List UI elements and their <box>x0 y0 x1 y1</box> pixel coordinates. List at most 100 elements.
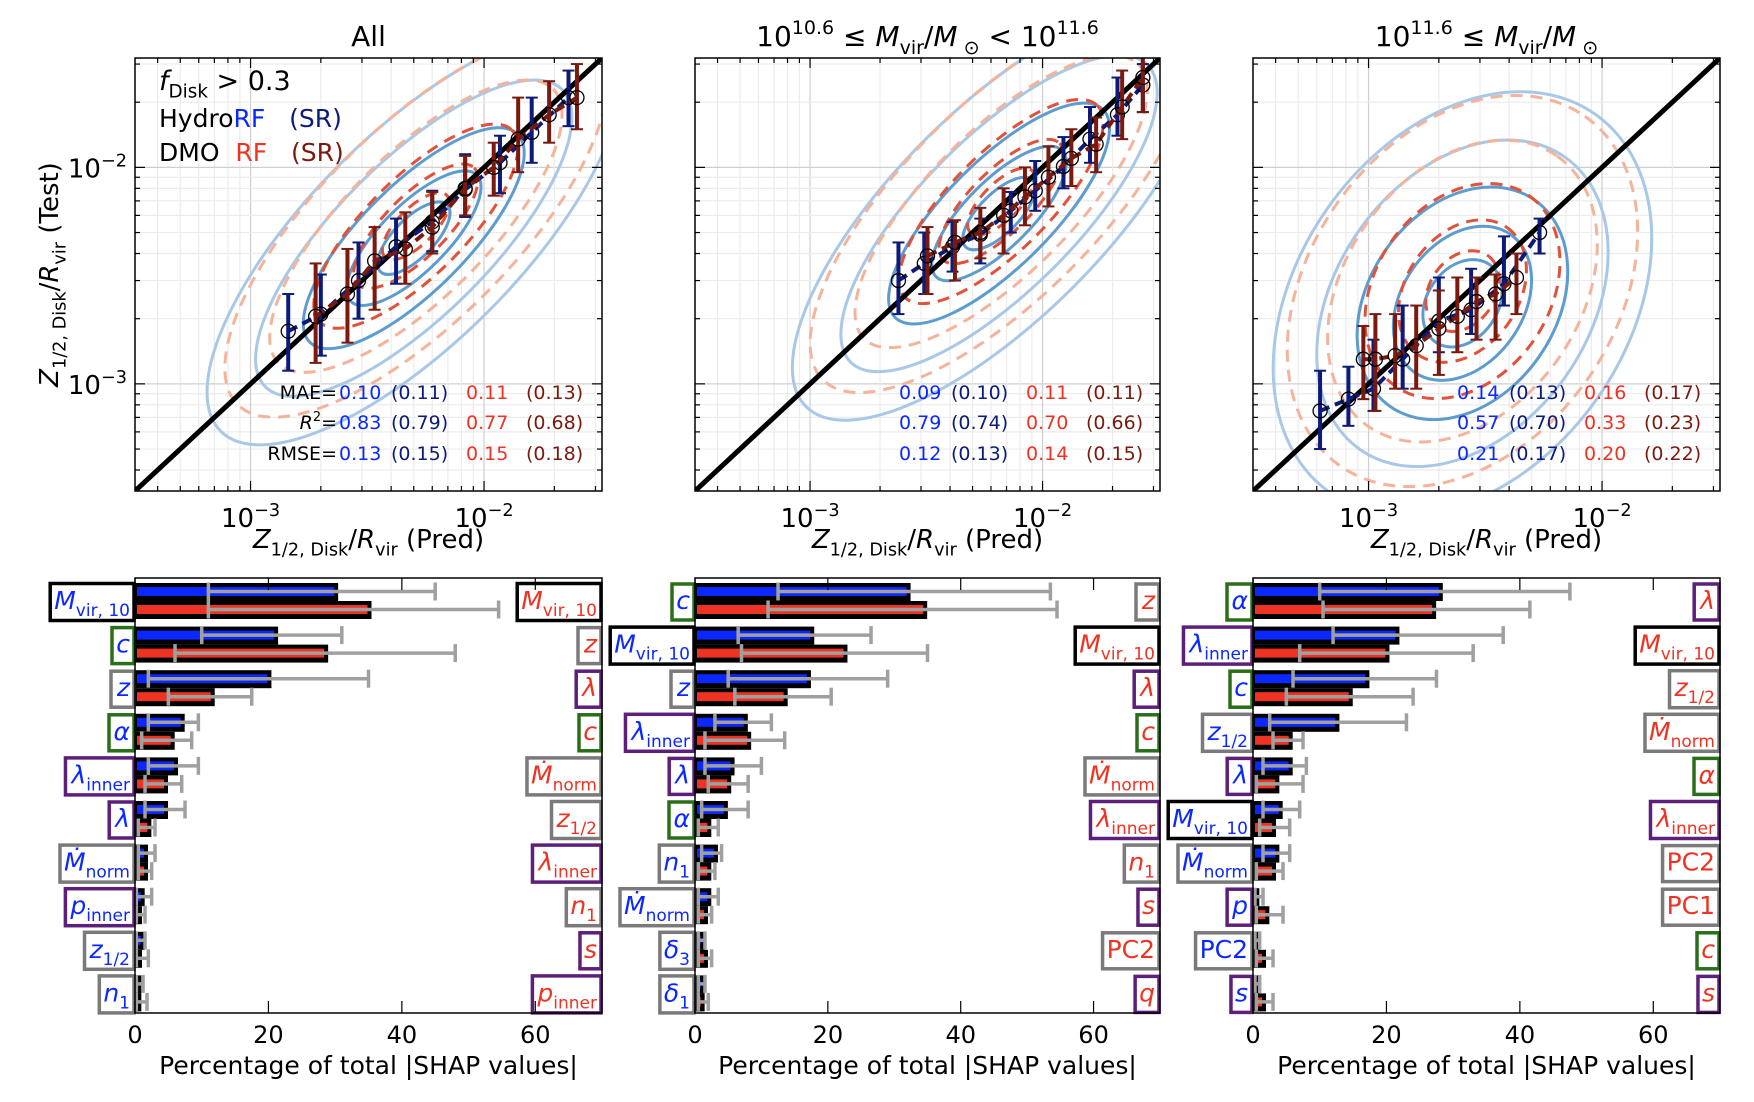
x-tick-label-part: −3 <box>254 501 280 521</box>
feature-name: λ <box>1698 586 1715 615</box>
data-point <box>1508 269 1525 286</box>
data-point <box>1367 351 1384 367</box>
feature-label-box <box>109 669 136 709</box>
bar-row <box>1253 669 1439 707</box>
feature-label-left: Mvir, 10 <box>1166 799 1254 841</box>
panel-title: All <box>351 20 386 53</box>
y-axis-label-part: Z <box>35 368 65 388</box>
bar-row <box>695 669 890 707</box>
feature-name: PC2 <box>1107 935 1155 964</box>
feature-name: n1 <box>1128 848 1155 883</box>
data-point <box>1431 320 1447 337</box>
feature-label-right: Ṁnorm <box>525 756 603 797</box>
feature-label-box <box>1648 799 1721 841</box>
feature-label-box <box>515 581 603 623</box>
feature-name-part: M <box>1639 630 1661 659</box>
feature-name-part: M <box>1172 804 1194 833</box>
feature-label-right: n1 <box>564 886 603 928</box>
feature-name: α <box>1232 586 1249 615</box>
panel-title-part: 11.6 <box>1410 17 1452 39</box>
feature-label-left: α <box>1225 582 1254 622</box>
metric-rmse-hydro-rf: 0.12 <box>899 443 941 465</box>
feature-name-part: n <box>1128 848 1144 877</box>
feature-label-box <box>1200 712 1254 754</box>
feature-name-part: 1/2 <box>1688 688 1715 708</box>
series-dmo <box>307 63 585 364</box>
metric-mae-dmo-sr: (0.11) <box>1086 382 1143 404</box>
data-point <box>510 131 526 147</box>
x-axis-label: Percentage of total |SHAP values| <box>718 1051 1137 1080</box>
feature-name-part: inner <box>553 863 597 883</box>
feature-label-right: z1/2 <box>549 799 603 841</box>
x-tick-label-part: 10 <box>1339 504 1372 534</box>
y-axis-label-part: / <box>35 282 65 291</box>
feature-label-left: z <box>669 669 696 709</box>
feature-name: c <box>676 586 690 615</box>
feature-label-box <box>1166 799 1254 841</box>
x-tick-label: 20 <box>813 1021 844 1049</box>
feature-label-left: λ <box>107 800 136 840</box>
feature-label-left: Mvir, 10 <box>48 581 136 623</box>
feature-name-part: vir, 10 <box>76 601 130 621</box>
feature-name: pinner <box>536 978 597 1013</box>
data-point <box>916 255 932 272</box>
feature-name-part: Ṁ <box>624 891 646 920</box>
feature-name-part: vir, 10 <box>543 601 597 621</box>
feature-name: λinner <box>1187 630 1248 665</box>
feature-label-right: λinner <box>1088 799 1161 841</box>
feature-label-box <box>576 625 603 666</box>
feature-label-box <box>1695 931 1721 971</box>
feature-label-box <box>608 625 696 666</box>
bar-row <box>695 582 1059 619</box>
feature-name: p <box>1231 891 1248 920</box>
feature-name-part: c <box>1141 717 1155 746</box>
panel-title-part: / <box>924 20 934 53</box>
feature-label-box <box>670 582 696 622</box>
feature-name-part: inner <box>1204 645 1248 665</box>
bar-row <box>134 974 149 1012</box>
x-axis-label-part: vir <box>375 540 398 560</box>
feature-name: Mvir, 10 <box>1172 804 1248 839</box>
feature-label-box <box>110 625 136 666</box>
data-point <box>350 272 367 289</box>
feature-label-box <box>1225 756 1254 797</box>
x-axis-label: Percentage of total |SHAP values| <box>1277 1051 1696 1080</box>
feature-label-left: λ <box>1225 756 1254 797</box>
feature-label-left: p <box>1225 887 1254 927</box>
data-point <box>1355 351 1371 367</box>
x-axis-label-part: Z <box>811 525 831 555</box>
bar-row <box>1253 713 1409 750</box>
panel-title: 1011.6 ≤ Mvir/M ⊙ <box>1375 17 1598 59</box>
metric-r2-dmo-sr: (0.68) <box>526 412 583 434</box>
feature-name-part: α <box>114 717 131 746</box>
data-point <box>1040 169 1057 185</box>
feature-label-left: n1 <box>97 974 136 1015</box>
feature-label-right: q <box>1133 974 1161 1015</box>
feature-label-right: c <box>1135 713 1161 753</box>
legend-dmo-part: DMO <box>159 138 235 167</box>
feature-name: s <box>1702 978 1715 1007</box>
metric-rmse-dmo-rf: 0.20 <box>1584 443 1626 465</box>
feature-label-left: pinner <box>63 886 136 928</box>
feature-name-part: 3 <box>679 950 690 970</box>
feature-name-part: PC2 <box>1200 935 1248 964</box>
feature-name: λinner <box>536 848 597 883</box>
feature-name: z <box>676 673 691 702</box>
feature-name-part: PC2 <box>1107 935 1155 964</box>
data-point <box>972 224 988 241</box>
feature-label-box <box>1134 582 1161 622</box>
feature-name: Ṁnorm <box>1182 848 1248 883</box>
legend-hydro-part: (SR) <box>265 104 342 133</box>
bar-row <box>135 844 157 881</box>
feature-label-right: PC1 <box>1660 887 1721 927</box>
x-tick-label-part: 10 <box>454 504 487 534</box>
metric-rmse-hydro-rf: 0.13 <box>339 443 381 465</box>
data-point <box>1408 338 1424 354</box>
x-tick-label: 20 <box>1371 1021 1402 1049</box>
x-tick-label-part: 10 <box>221 504 254 534</box>
feature-name-part: 1 <box>119 993 130 1013</box>
feature-name-part: λ <box>1231 760 1248 789</box>
feature-label-right: Ṁnorm <box>1643 712 1721 754</box>
hydro-contour <box>1315 138 1610 469</box>
